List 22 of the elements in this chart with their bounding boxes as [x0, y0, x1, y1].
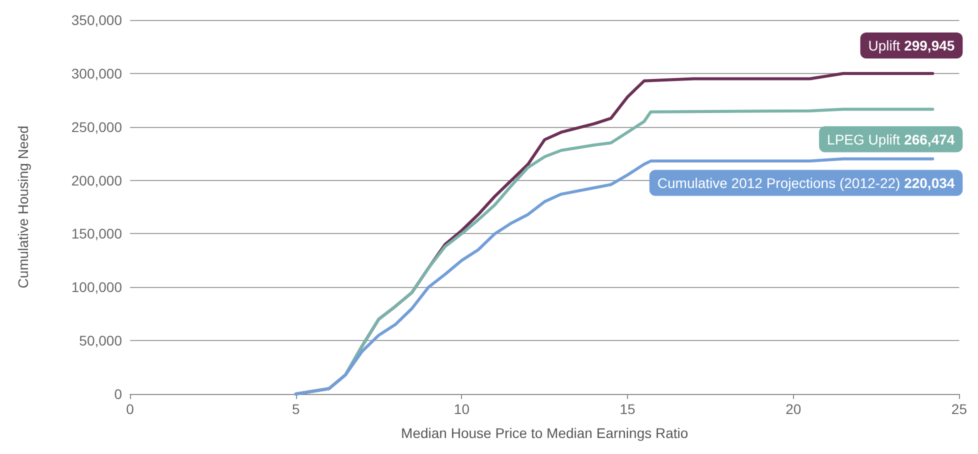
y-tick-label: 350,000: [71, 12, 122, 28]
data-label: 299,945: [904, 37, 955, 54]
series-label: LPEG Uplift: [827, 131, 904, 148]
y-tick-label: 200,000: [71, 172, 122, 188]
x-tick-label: 20: [786, 401, 802, 417]
x-tick-label: 5: [292, 401, 300, 417]
y-tick-label: 150,000: [71, 226, 122, 242]
x-tick-label: 10: [454, 401, 470, 417]
data-label: 266,474: [904, 131, 955, 148]
y-tick-label: 0: [114, 386, 122, 402]
y-tick-label: 50,000: [79, 332, 122, 349]
x-tick-label: 15: [620, 401, 636, 417]
y-tick-label: 100,000: [71, 279, 122, 296]
y-axis-title: Cumulative Housing Need: [15, 126, 31, 288]
series-label: Uplift: [868, 37, 904, 54]
x-axis-title: Median House Price to Median Earnings Ratio: [401, 425, 688, 441]
series-label: Cumulative 2012 Projections (2012-22): [657, 174, 904, 191]
y-tick-label: 250,000: [71, 118, 122, 135]
data-label: 220,034: [904, 174, 955, 191]
x-tick-label: 25: [951, 401, 968, 417]
x-tick-label: 0: [126, 401, 134, 417]
y-tick-label: 300,000: [71, 65, 122, 82]
